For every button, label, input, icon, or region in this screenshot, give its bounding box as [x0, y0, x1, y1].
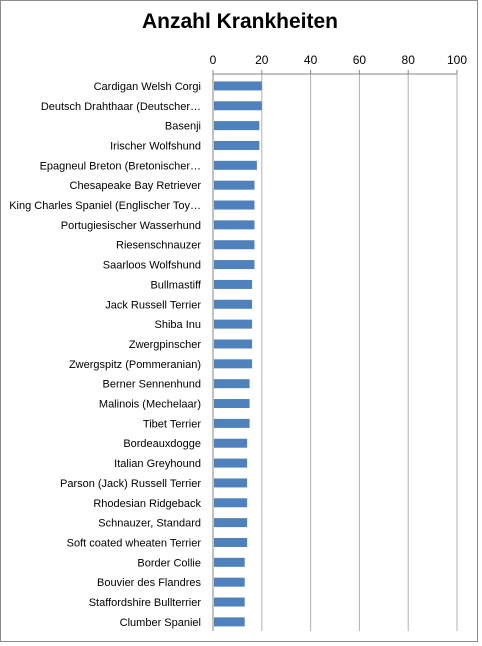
- bar: [214, 577, 245, 587]
- bar: [214, 121, 260, 131]
- category-label: Chesapeake Bay Retriever: [70, 180, 202, 192]
- category-label: Bordeauxdogge: [123, 438, 201, 450]
- bar: [214, 617, 245, 627]
- bar: [214, 140, 260, 150]
- category-label: Staffordshire Bullterrier: [89, 597, 202, 609]
- bar: [214, 200, 255, 210]
- bar: [214, 399, 250, 409]
- category-label: Soft coated wheaten Terrier: [67, 537, 202, 549]
- bar: [214, 438, 248, 448]
- bar: [214, 458, 248, 468]
- bar: [214, 339, 253, 349]
- bar: [214, 379, 250, 389]
- x-tick-label: 0: [210, 53, 217, 67]
- category-label: Zwergspitz (Pommeranian): [69, 359, 201, 371]
- bar: [214, 359, 253, 369]
- category-label: Zwergpinscher: [129, 339, 201, 351]
- chart-title: Anzahl Krankheiten: [141, 10, 339, 33]
- category-label: Epagneul Breton (Bretonischer…: [40, 160, 201, 172]
- bar: [214, 478, 248, 488]
- category-label: Jack Russell Terrier: [105, 299, 201, 311]
- category-label: Berner Sennenhund: [103, 379, 201, 391]
- category-label: Cardigan Welsh Corgi: [94, 81, 201, 93]
- bar: [214, 418, 250, 428]
- bar: [214, 220, 255, 230]
- bar: [214, 299, 253, 309]
- bar: [214, 101, 262, 111]
- category-label: Riesenschnauzer: [116, 240, 201, 252]
- category-label: Clumber Spaniel: [120, 617, 201, 629]
- bar: [214, 319, 253, 329]
- bar: [214, 279, 253, 289]
- category-label: Parson (Jack) Russell Terrier: [60, 478, 201, 490]
- x-tick-label: 40: [304, 53, 318, 67]
- category-label: Tibet Terrier: [143, 418, 201, 430]
- category-label: Border Collie: [137, 557, 201, 569]
- category-label: Italian Greyhound: [114, 458, 201, 470]
- bar: [214, 537, 248, 547]
- category-label: Irischer Wolfshund: [110, 140, 201, 152]
- category-label: Schnauzer, Standard: [98, 518, 201, 530]
- category-label: Saarloos Wolfshund: [103, 260, 201, 272]
- category-label: Rhodesian Ridgeback: [93, 498, 201, 510]
- x-tick-label: 60: [353, 53, 367, 67]
- category-label: Basenji: [165, 121, 201, 133]
- bar: [214, 557, 245, 567]
- bar: [214, 518, 248, 528]
- x-tick-label: 80: [402, 53, 416, 67]
- bar: [214, 597, 245, 607]
- category-label: Portugiesischer Wasserhund: [61, 220, 201, 232]
- category-label: Shiba Inu: [155, 319, 201, 331]
- category-label: Deutsch Drahthaar (Deutscher…: [41, 101, 201, 113]
- category-label: Bullmastiff: [150, 279, 201, 291]
- bar: [214, 180, 255, 190]
- category-label: Bouvier des Flandres: [97, 577, 201, 589]
- bar: [214, 160, 257, 170]
- x-tick-label: 20: [255, 53, 269, 67]
- bar: [214, 260, 255, 270]
- x-tick-label: 100: [447, 53, 467, 67]
- bar: [214, 81, 262, 91]
- bar: [214, 240, 255, 250]
- category-label: King Charles Spaniel (Englischer Toy…: [9, 200, 201, 212]
- bar: [214, 498, 248, 508]
- category-label: Malinois (Mechelaar): [99, 399, 201, 411]
